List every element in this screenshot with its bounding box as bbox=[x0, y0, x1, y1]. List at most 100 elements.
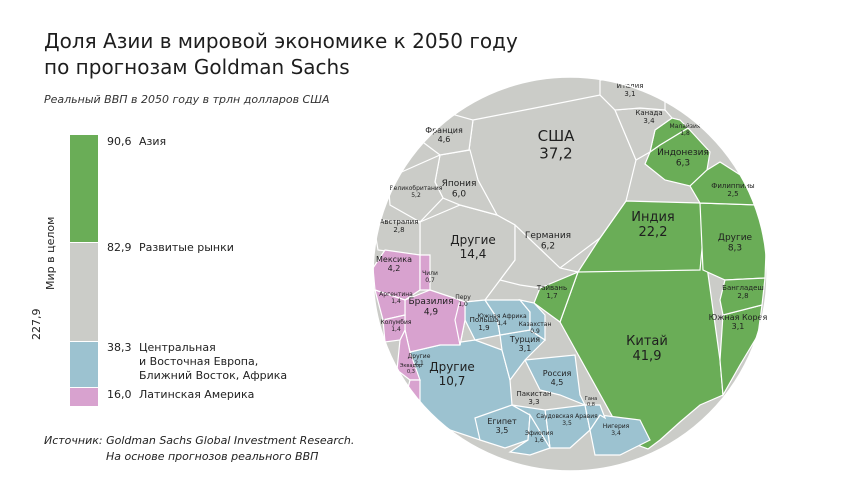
source-line-1: Источник: Goldman Sachs Global Investmen… bbox=[44, 434, 355, 447]
cell-name-region2-country1: Россия bbox=[543, 369, 572, 378]
cell-value-region2-country6: 3,1 bbox=[519, 344, 532, 353]
title-line-1: Доля Азии в мировой экономике к 2050 год… bbox=[44, 29, 518, 53]
cell-value-region1-country7: 3,1 bbox=[624, 90, 635, 98]
cell-value-region3-country4: 1,4 bbox=[391, 326, 401, 333]
cell-value-region2-country9: 1,4 bbox=[497, 320, 507, 327]
cell-value-region0-country2: 6,3 bbox=[676, 158, 690, 168]
cell-value-region2-country11: 0,8 bbox=[587, 402, 595, 408]
cell-value-region0-country1: 22,2 bbox=[639, 225, 668, 240]
bar-name-ceemea-line-1: Центральная bbox=[139, 341, 216, 354]
cell-name-region2-country4: Нигерия bbox=[603, 423, 630, 430]
cell-region0-country5 bbox=[719, 277, 766, 316]
cell-name-region0-country8: Тайвань bbox=[536, 284, 567, 292]
cell-name-region2-country6: Турция bbox=[509, 335, 540, 344]
cell-name-region0-country7: Малайзия bbox=[670, 123, 701, 130]
cell-value-region1-country2: 6,2 bbox=[541, 241, 555, 251]
bar-name-ceemea: Центральная и Восточная Европа, Ближний … bbox=[139, 341, 287, 383]
cell-name-region3-country4: Колумбия bbox=[380, 319, 411, 326]
cell-value-region3-country5: 1,0 bbox=[458, 301, 468, 308]
cell-value-region0-country6: 2,5 bbox=[727, 190, 738, 198]
cell-name-region0-country1: Индия bbox=[631, 210, 674, 225]
bar-segment-ceemea bbox=[70, 342, 98, 387]
cell-name-region0-country5: Бангладеш bbox=[722, 284, 764, 292]
cell-name-region2-country7: Польша bbox=[470, 316, 499, 324]
bar-value-asia: 90,6 bbox=[107, 135, 132, 148]
bar-name-developed: Развитые рынки bbox=[139, 241, 234, 254]
cell-name-region1-country3: Япония bbox=[442, 179, 477, 189]
cell-value-region1-country5: 4,6 bbox=[438, 135, 451, 144]
cell-value-region1-country8: 2,8 bbox=[393, 226, 404, 234]
cell-name-region3-country1: Мексика bbox=[376, 255, 412, 264]
cell-name-region1-country2: Германия bbox=[525, 231, 571, 241]
chart-title: Доля Азии в мировой экономике к 2050 год… bbox=[44, 28, 518, 80]
bar-label-latam: 16,0 Латинская Америка bbox=[107, 388, 254, 402]
bar-value-ceemea: 38,3 bbox=[107, 341, 132, 354]
cell-name-region3-country7: Эквадор bbox=[400, 363, 422, 369]
bar-name-ceemea-line-3: Ближний Восток, Африка bbox=[139, 369, 288, 382]
cell-value-region2-country8: 1,6 bbox=[534, 437, 544, 444]
cell-value-region0-country5: 2,8 bbox=[737, 292, 748, 300]
cell-name-region2-country3: Саудовская Аравия bbox=[536, 413, 598, 420]
cell-value-region1-country3: 6,0 bbox=[452, 189, 467, 199]
cell-value-region3-country3: 1,4 bbox=[391, 298, 401, 305]
cell-name-region2-country8: Эфиопия bbox=[525, 430, 554, 437]
cell-region2-country8 bbox=[508, 413, 551, 456]
cell-value-region2-country1: 4,5 bbox=[551, 378, 564, 387]
voronoi-labels: Китай41,9Индия22,2Индонезия6,3Другие8,3Ю… bbox=[376, 82, 768, 444]
cell-region3-country6 bbox=[419, 254, 431, 291]
cell-name-region3-country0: Бразилия bbox=[408, 297, 453, 307]
cell-value-region3-country7: 0,3 bbox=[407, 369, 415, 375]
cell-value-region2-country10: 0,9 bbox=[530, 328, 540, 335]
voronoi-cells bbox=[373, 77, 767, 471]
cell-name-region3-country3: Аргентина bbox=[379, 291, 413, 298]
cell-value-region0-country0: 41,9 bbox=[633, 349, 662, 364]
cell-value-region2-country3: 3,5 bbox=[562, 420, 572, 427]
cell-name-region3-country5: Перу bbox=[455, 294, 471, 301]
bar-name-latam: Латинская Америка bbox=[139, 388, 255, 401]
cell-value-region2-country0: 10,7 bbox=[439, 374, 466, 388]
cell-name-region1-country0: США bbox=[538, 127, 576, 145]
bar-label-developed: 82,9 Развитые рынки bbox=[107, 241, 234, 255]
source-line-2: На основе прогнозов реального ВВП bbox=[106, 450, 319, 463]
chart-subtitle: Реальный ВВП в 2050 году в трлн долларов… bbox=[44, 93, 330, 106]
bar-label-ceemea: 38,3 Центральная и Восточная Европа, Бли… bbox=[107, 341, 287, 383]
cell-name-region1-country4: Великобритания bbox=[390, 185, 443, 192]
cell-value-region0-country8: 1,7 bbox=[546, 292, 557, 300]
cell-name-region3-country2: Другие bbox=[408, 353, 431, 360]
bar-value-latam: 16,0 bbox=[107, 388, 132, 401]
bar-value-developed: 82,9 bbox=[107, 241, 132, 254]
cell-value-region2-country7: 1,9 bbox=[478, 324, 489, 332]
cell-value-region1-country4: 5,2 bbox=[411, 192, 421, 199]
bar-segment-developed bbox=[70, 243, 98, 342]
cell-value-region1-country6: 3,4 bbox=[643, 117, 655, 125]
cell-value-region3-country2: 2,1 bbox=[414, 360, 424, 367]
bar-name-asia: Азия bbox=[139, 135, 167, 148]
cell-value-region0-country4: 3,1 bbox=[732, 322, 745, 331]
cell-name-region2-country5: Пакистан bbox=[516, 390, 551, 398]
cell-name-region2-country0: Другие bbox=[429, 360, 475, 374]
cell-value-region1-country1: 14,4 bbox=[460, 247, 487, 261]
cell-value-region2-country4: 3,4 bbox=[611, 430, 621, 437]
cell-name-region0-country4: Южная Корея bbox=[709, 313, 768, 322]
bar-name-ceemea-line-2: и Восточная Европа, bbox=[139, 355, 259, 368]
cell-value-region3-country6: 0,7 bbox=[425, 277, 435, 284]
cell-name-region3-country6: Чили bbox=[422, 270, 438, 277]
cell-name-region1-country8: Австралия bbox=[380, 218, 419, 226]
cell-name-region2-country10: Казахстан bbox=[519, 321, 552, 328]
cell-name-region0-country6: Филиппины bbox=[711, 182, 754, 190]
cell-name-region0-country3: Другие bbox=[718, 233, 753, 243]
cell-name-region1-country1: Другие bbox=[450, 233, 496, 247]
source-note: Источник: Goldman Sachs Global Investmen… bbox=[44, 433, 354, 465]
bar-segment-latam bbox=[70, 387, 98, 406]
cell-name-region1-country5: Франция bbox=[425, 126, 463, 135]
cell-region3-country5 bbox=[454, 299, 466, 346]
bar-label-asia: 90,6 Азия bbox=[107, 135, 166, 149]
cell-value-region0-country7: 1,8 bbox=[680, 130, 690, 137]
cell-name-region0-country0: Китай bbox=[626, 334, 668, 349]
cell-value-region2-country5: 3,3 bbox=[528, 398, 539, 406]
cell-region1-country2 bbox=[498, 223, 580, 289]
voronoi-outline bbox=[372, 76, 768, 472]
cell-name-region2-country2: Египет bbox=[487, 417, 517, 426]
title-line-2: по прогнозам Goldman Sachs bbox=[44, 55, 350, 79]
